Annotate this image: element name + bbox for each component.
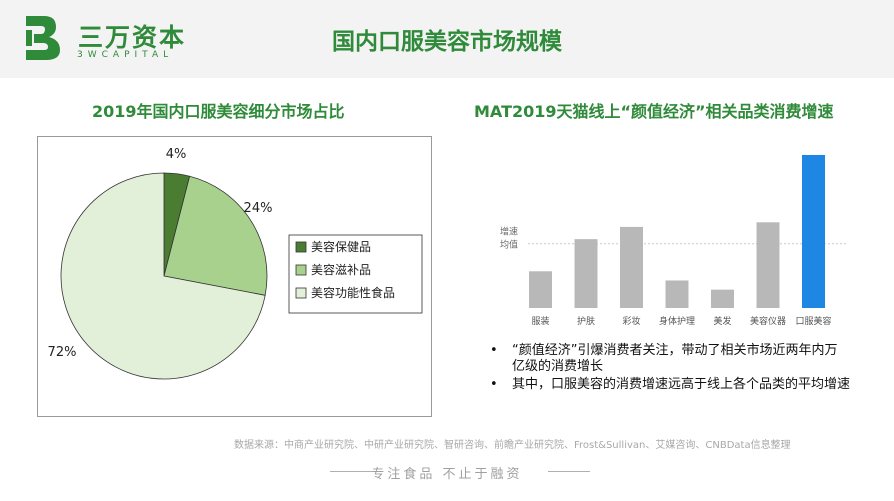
bar-category-label: 身体护理 [659,315,695,327]
bar [756,222,780,308]
bar-category-label: 美容仪器 [750,315,786,327]
pie-slice-label: 24% [244,201,273,216]
bar-category-label: 口服美容 [795,315,831,327]
legend-label: 美容保健品 [311,239,371,254]
pie-slice [60,172,266,380]
logo-subtitle: 3WCAPITAL [77,50,174,60]
logo-name: 三万资本 [78,23,187,52]
slogan: 专注食品 不止于融资 [371,467,523,482]
bar-category-label: 服装 [531,315,549,327]
bullet-text: 其中，口服美容的消费增速远高于线上各个品类的平均增速 [512,377,851,392]
bar-chart-title: MAT2019天猫线上“颜值经济”相关品类消费增速 [474,102,834,121]
pie-legend-box [288,234,423,314]
pie-chart-title: 2019年国内口服美容细分市场占比 [92,102,345,121]
bar [620,226,643,308]
legend-label: 美容滋补品 [311,262,371,277]
bullet-item: • 其中，口服美容的消费增速远高于线上各个品类的平均增速 [490,377,851,392]
pie-slice-label: 72% [48,345,77,360]
bar-category-label: 美发 [713,315,731,327]
data-source-note: 数据来源：中商产业研究院、中研产业研究院、智研咨询、前瞻产业研究院、Frost&… [234,440,791,451]
bar [529,271,552,308]
bar [711,289,734,308]
footer-divider-left [330,471,372,472]
legend-label: 美容功能性食品 [311,285,395,300]
bar [574,239,598,308]
legend-swatch [295,241,307,253]
logo: 三万资本 3WCAPITAL [22,14,222,64]
bullet-item: • “颜值经济”引爆消费者关注，带动了相关市场近两年内万亿级的消费增长 [490,343,838,374]
reference-label: 增速 [500,226,518,238]
logo-mark-icon [26,16,60,60]
pie-slice [163,175,268,296]
header-bar: 三万资本 3WCAPITAL 国内口服美容市场规模 [0,0,894,78]
reference-label: 均值 [500,239,518,251]
page-title: 国内口服美容市场规模 [332,29,562,55]
bar-category-label: 护肤 [577,315,595,327]
bar-category-label: 彩妆 [622,315,640,327]
legend-swatch [295,264,307,276]
bar [665,280,689,308]
footer-divider-right [548,471,590,472]
pie-slice-label: 4% [166,147,187,162]
pie-chart-frame [37,136,432,417]
bar [802,155,825,308]
legend-swatch [295,287,307,299]
bullet-text: “颜值经济”引爆消费者关注，带动了相关市场近两年内万亿级的消费增长 [512,343,838,374]
bullet-list: • “颜值经济”引爆消费者关注，带动了相关市场近两年内万亿级的消费增长 • 其中，口… [490,343,850,395]
